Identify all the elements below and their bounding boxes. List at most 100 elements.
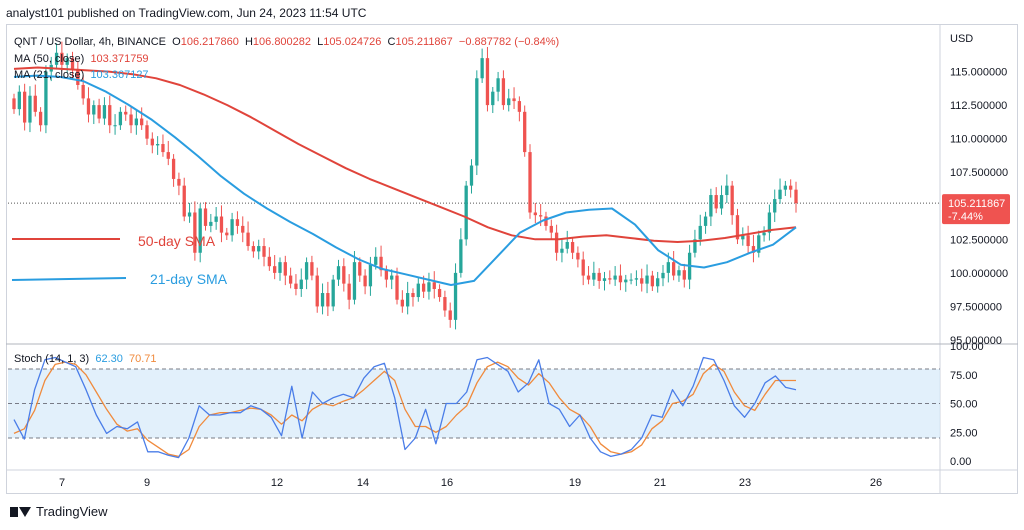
candle-body xyxy=(379,256,383,271)
candle-body xyxy=(602,278,607,281)
candle-body xyxy=(166,152,170,159)
candle-body xyxy=(294,283,298,289)
candle-body xyxy=(762,232,766,236)
candle-body xyxy=(618,275,623,283)
candle-body xyxy=(12,98,16,110)
candle-body xyxy=(54,52,59,65)
time-tick-label: 7 xyxy=(59,477,65,489)
candle-body xyxy=(666,262,670,273)
candle-body xyxy=(746,235,750,247)
ma50-legend[interactable]: MA (50, close) 103.371759 xyxy=(14,53,149,65)
candle-body xyxy=(650,275,655,287)
price-axis-currency: USD xyxy=(950,33,973,45)
candle-body xyxy=(491,91,495,106)
candle-body xyxy=(326,293,330,307)
candle-body xyxy=(613,275,617,280)
candle-body xyxy=(539,215,543,217)
candle-body xyxy=(86,98,91,115)
candle-body xyxy=(214,216,218,222)
sma50-annotation: 50-day SMA xyxy=(138,233,216,249)
candle-body xyxy=(459,239,463,273)
stoch-tick-label: 75.00 xyxy=(950,370,978,382)
candle-body xyxy=(219,216,224,233)
candle-body xyxy=(129,114,133,126)
candle-body xyxy=(140,118,144,126)
candle-body xyxy=(416,283,420,298)
candle-body xyxy=(177,178,181,186)
candle-body xyxy=(347,283,351,300)
candle-body xyxy=(124,111,128,115)
candle-body xyxy=(597,272,601,281)
candle-body xyxy=(368,264,373,287)
price-tick-label: 95.000000 xyxy=(950,335,1002,347)
candle-body xyxy=(443,297,447,311)
candle-body xyxy=(193,212,197,253)
candle-body xyxy=(108,105,112,126)
candle-body xyxy=(453,272,458,320)
candle-body xyxy=(735,215,740,240)
candle-body xyxy=(576,252,580,260)
candle-body xyxy=(65,58,69,65)
candle-body xyxy=(634,278,639,280)
candle-body xyxy=(523,111,527,153)
candle-body xyxy=(464,185,468,240)
stoch-label: Stoch (14, 1, 3) xyxy=(14,353,90,365)
ma50-label: MA (50, close) xyxy=(14,53,85,65)
tradingview-logo-icon xyxy=(10,505,31,519)
footer-brand[interactable]: TradingView xyxy=(36,504,108,519)
candle-body xyxy=(757,235,761,253)
candle-body xyxy=(113,125,117,127)
candle-body xyxy=(544,216,548,226)
ma21-label: MA (21, close) xyxy=(14,69,85,81)
candle-body xyxy=(437,288,442,298)
candle-body xyxy=(60,52,64,65)
symbol-label[interactable]: QNT / US Dollar, 4h, BINANCE xyxy=(14,36,167,48)
time-tick-label: 19 xyxy=(569,477,581,489)
candle-body xyxy=(145,125,149,139)
high-value: 106.800282 xyxy=(252,36,312,48)
candle-body xyxy=(533,212,537,216)
candle-body xyxy=(586,275,591,280)
high-label: H xyxy=(244,36,253,48)
price-tick-label: 115.000000 xyxy=(950,67,1007,79)
candle-body xyxy=(629,279,633,281)
candle-body xyxy=(693,239,697,253)
candle-body xyxy=(315,275,319,307)
candle-body xyxy=(288,275,293,284)
open-label: O xyxy=(172,36,181,48)
candle-body xyxy=(299,279,303,289)
ma21-legend[interactable]: MA (21, close) 103.367127 xyxy=(14,69,149,81)
candle-body xyxy=(709,195,713,217)
open-value: 106.217860 xyxy=(180,36,239,48)
candle-body xyxy=(565,242,569,249)
candle-body xyxy=(501,78,506,106)
candle-body xyxy=(310,262,314,276)
time-tick-label: 16 xyxy=(441,477,453,489)
candle-body xyxy=(235,219,240,226)
candle-body xyxy=(273,266,277,273)
candle-body xyxy=(730,185,734,216)
candle-body xyxy=(507,98,511,106)
candle-body xyxy=(406,293,410,307)
candle-body xyxy=(358,262,362,276)
price-tick-label: 102.500000 xyxy=(950,234,1008,246)
stoch-d-value: 70.71 xyxy=(129,353,157,365)
time-tick-label: 14 xyxy=(357,477,369,489)
candle-body xyxy=(475,78,479,166)
candle-body xyxy=(560,248,564,253)
price-tick-label: 100.000000 xyxy=(950,268,1008,280)
candle-body xyxy=(241,225,245,233)
sma21-annotation: 21-day SMA xyxy=(150,271,228,287)
candle-body xyxy=(778,189,782,200)
candle-body xyxy=(262,246,266,257)
stoch-k-line xyxy=(13,356,797,459)
candle-body xyxy=(517,101,522,112)
stoch-legend[interactable]: Stoch (14, 1, 3) 62.30 70.71 xyxy=(14,353,157,365)
stoch-tick-label: 100.00 xyxy=(950,341,984,353)
candle-body xyxy=(230,219,234,236)
candle-body xyxy=(480,58,484,79)
change-value: −0.887782 (−0.84%) xyxy=(458,36,560,48)
last-price-badge xyxy=(942,194,1010,225)
candle-body xyxy=(331,279,335,307)
